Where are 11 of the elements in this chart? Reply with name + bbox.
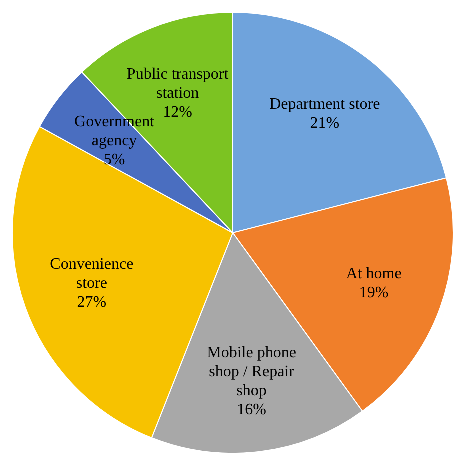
slice-label: Convenience store [50, 256, 134, 292]
data-label: 21% [310, 115, 340, 132]
data-label: 19% [359, 284, 389, 302]
slice-label: Mobile phone shop / Repair shop [207, 344, 296, 400]
slice-label: Public transport station [126, 66, 230, 102]
data-label: 5% [104, 151, 126, 168]
data-label: 27% [77, 294, 107, 311]
slice-label: Department store [270, 96, 380, 114]
data-label: 12% [163, 104, 192, 121]
data-label: 16% [237, 401, 266, 418]
slice-label: At home [346, 265, 402, 282]
